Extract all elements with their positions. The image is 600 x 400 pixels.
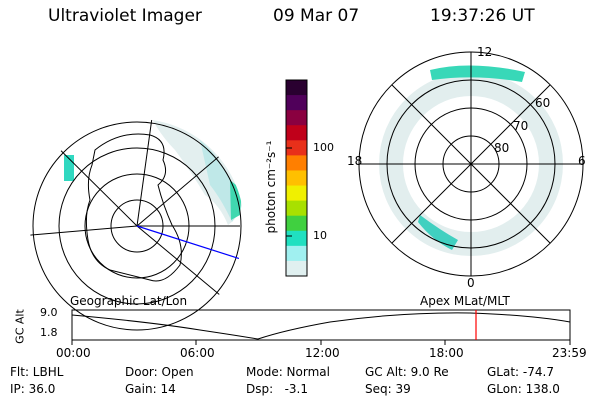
info-ip: IP: 36.0	[10, 382, 56, 396]
colorbar-tick-100: 100	[313, 141, 334, 154]
timeline-y-label: GC Alt	[13, 309, 27, 344]
info-glon: GLon: 138.0	[487, 382, 560, 396]
colorbar-segment	[286, 170, 307, 187]
info-flt: Flt: LBHL	[10, 365, 64, 379]
observation-date: 09 Mar 07	[273, 6, 360, 26]
info-gcalt: GC Alt: 9.0 Re	[365, 365, 449, 379]
altitude-timeline	[71, 309, 571, 345]
colorbar-segment	[286, 125, 307, 141]
colorbar-segment	[286, 230, 307, 247]
info-seq: Seq: 39	[365, 382, 411, 396]
info-mode: Mode: Normal	[246, 365, 330, 379]
info-door: Door: Open	[125, 365, 194, 379]
timeline-y-tick-low: 1.8	[40, 326, 58, 339]
timeline-x-tick-4: 23:59	[552, 346, 587, 360]
mlt-label-dawn: 6	[578, 154, 586, 168]
timeline-x-tick-3: 18:00	[429, 346, 464, 360]
info-gain: Gain: 14	[125, 382, 176, 396]
mlt-label-dusk: 18	[347, 154, 363, 168]
colorbar-segment	[286, 200, 307, 217]
colorbar-segment	[286, 140, 307, 156]
subsatellite-track	[136, 225, 244, 263]
timeline-y-tick-high: 9.0	[40, 306, 58, 319]
info-glat: GLat: -74.7	[487, 365, 554, 379]
colorbar-segment	[286, 215, 307, 232]
colorbar-segment	[286, 260, 307, 277]
right-map-caption: Apex MLat/MLT	[420, 294, 510, 308]
magnetic-polar-plot	[358, 51, 584, 277]
colorbar-segment	[286, 80, 307, 96]
colorbar-segment	[286, 95, 307, 111]
colorbar-unit-label: photon cm⁻²s⁻¹	[264, 140, 278, 234]
timeline-x-tick-2: 12:00	[305, 346, 340, 360]
mlt-label-midnight: 0	[467, 276, 475, 290]
coastline	[85, 133, 182, 282]
colorbar-segment	[286, 110, 307, 126]
geographic-map	[30, 119, 244, 333]
observation-time: 19:37:26 UT	[430, 6, 535, 26]
colorbar-segment	[286, 155, 307, 171]
mlat-label-60: 60	[535, 96, 551, 110]
colorbar-segment	[286, 185, 307, 202]
colorbar-segment	[286, 245, 307, 262]
timeline-x-tick-0: 00:00	[56, 346, 91, 360]
mlat-label-80: 80	[494, 141, 510, 155]
left-map-caption: Geographic Lat/Lon	[70, 294, 188, 308]
colorbar	[286, 80, 307, 277]
instrument-title: Ultraviolet Imager	[48, 6, 202, 26]
mlat-label-70: 70	[513, 119, 529, 133]
timeline-x-tick-1: 06:00	[180, 346, 215, 360]
altitude-curve	[71, 312, 571, 340]
mlt-label-noon: 12	[477, 45, 493, 59]
colorbar-tick-10: 10	[313, 229, 327, 242]
info-dsp: Dsp: -3.1	[246, 382, 309, 396]
